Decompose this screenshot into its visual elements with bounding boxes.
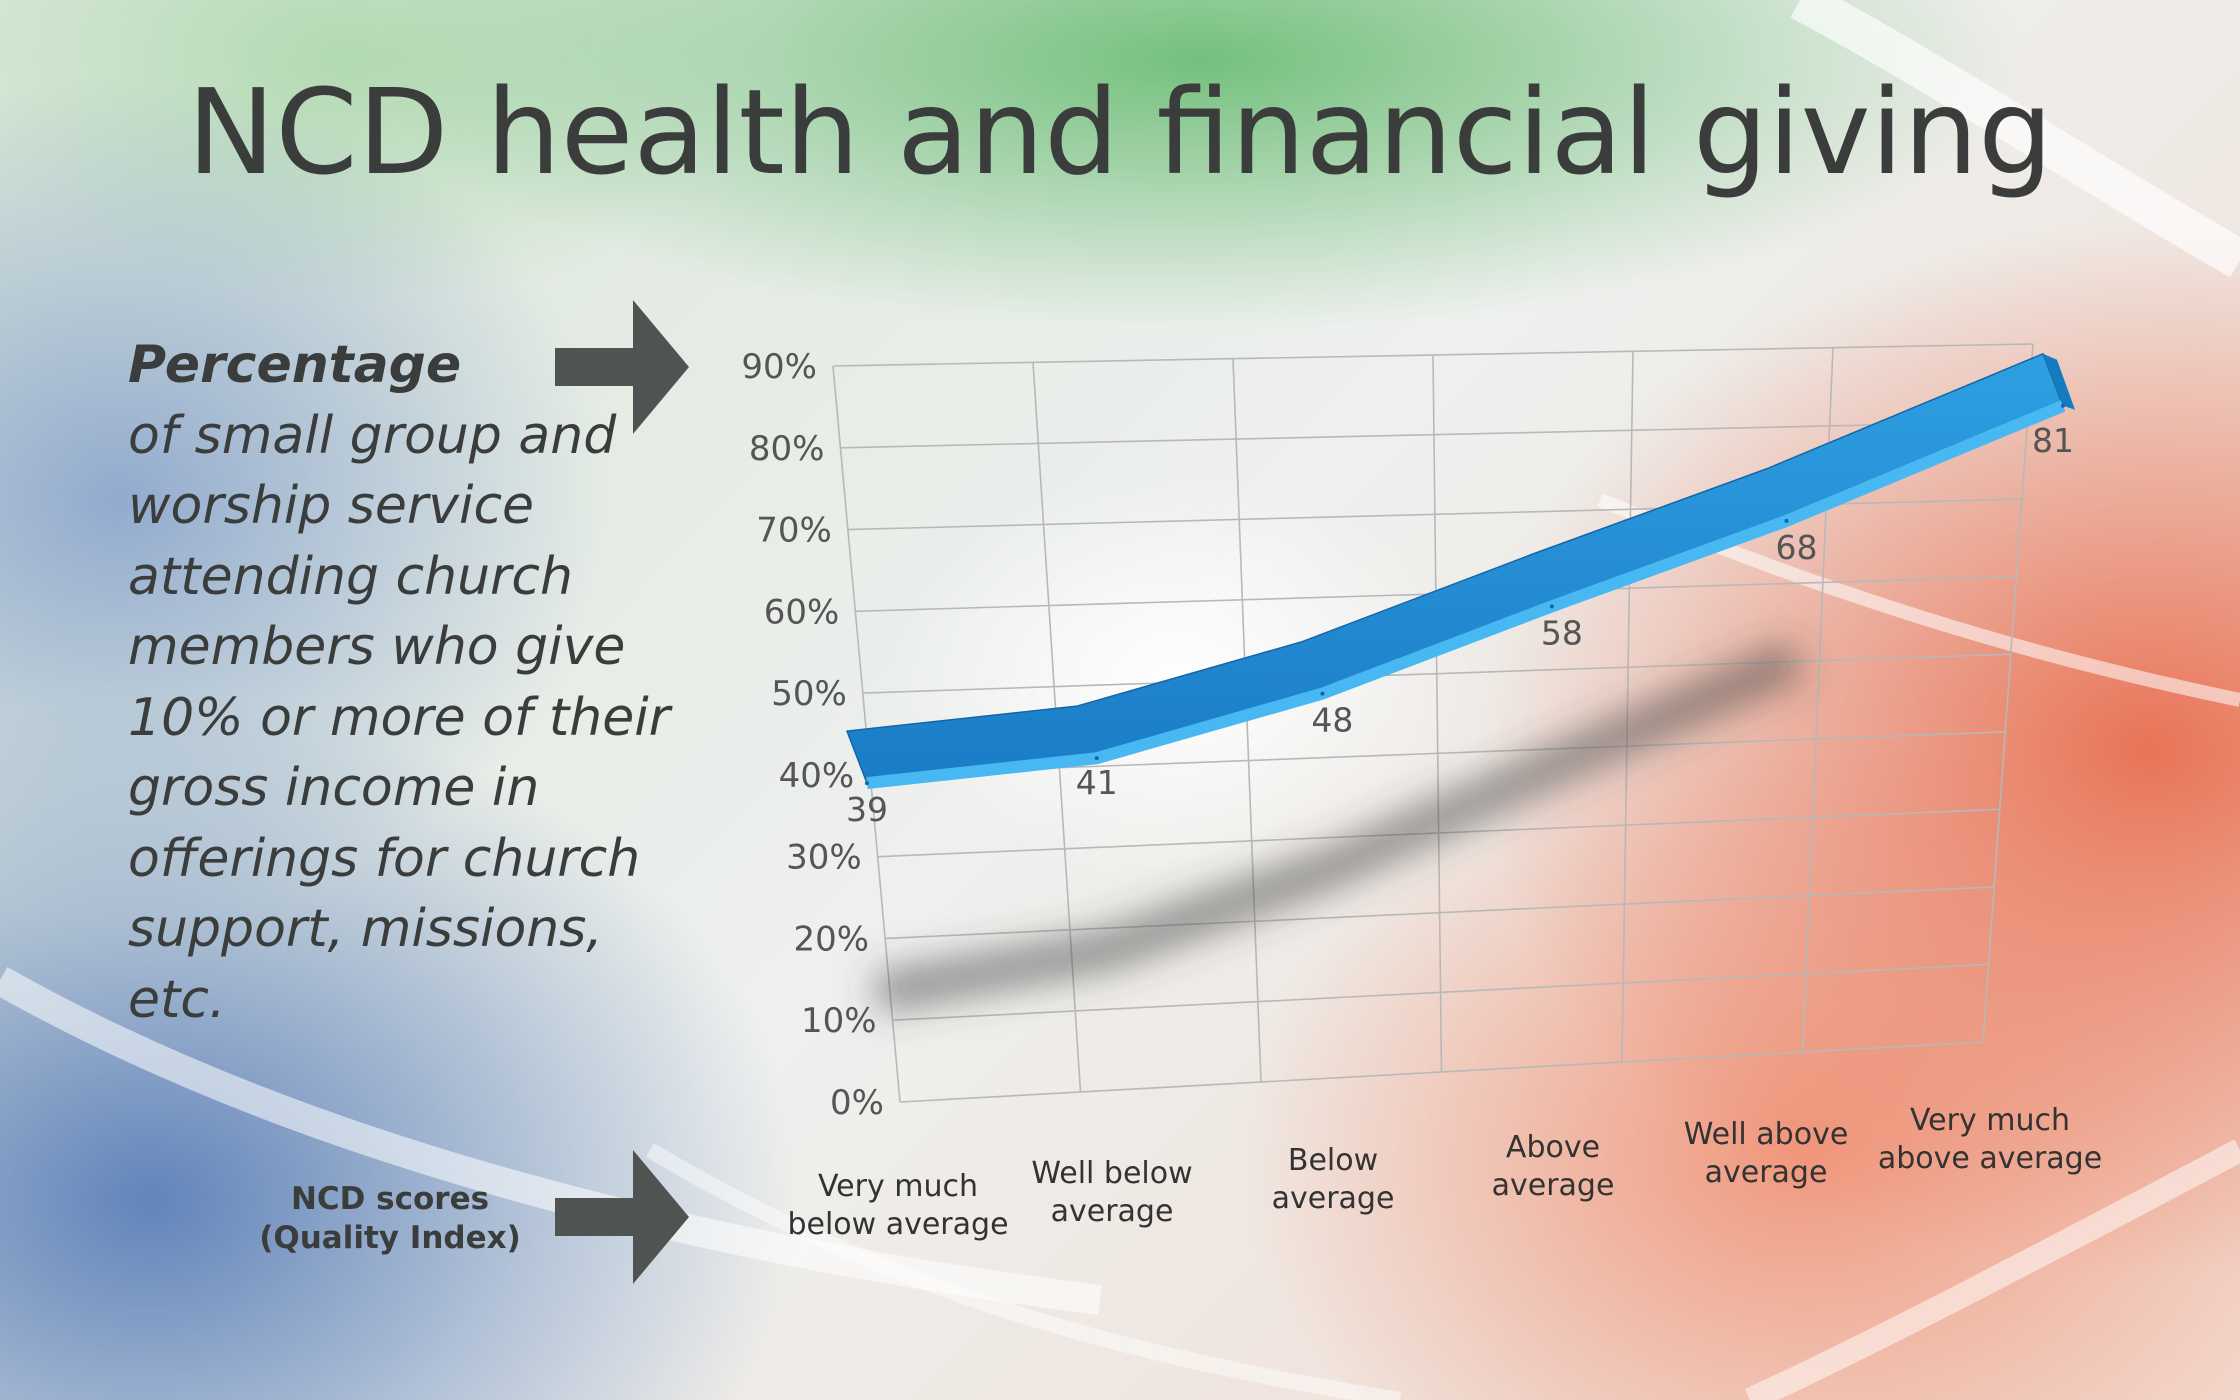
data-label: 81 bbox=[2032, 421, 2074, 460]
ncd-label-line2: (Quality Index) bbox=[259, 1220, 521, 1256]
y-axis-ticks: 0% 10% 20% 30% 40% 50% 60% 70% 80% 90% bbox=[741, 347, 884, 1123]
data-point bbox=[864, 781, 869, 786]
swirl-stroke bbox=[0, 966, 1102, 1315]
swirl-stroke bbox=[645, 1143, 1402, 1400]
swirl-stroke bbox=[1790, 0, 2240, 278]
series-shadow bbox=[873, 640, 1805, 1013]
category-label: Above bbox=[1506, 1130, 1600, 1165]
category-label: below average bbox=[787, 1207, 1008, 1242]
gridline-vertical bbox=[1432, 354, 1443, 1073]
category-label: above average bbox=[1878, 1141, 2102, 1176]
data-point bbox=[1549, 604, 1554, 609]
category-label: Below bbox=[1288, 1143, 1378, 1178]
ncd-label-line1: NCD scores bbox=[290, 1181, 490, 1217]
slide-title: NCD health and financial giving bbox=[186, 63, 2054, 201]
series-ribbon-face bbox=[846, 353, 2064, 784]
category-label: average bbox=[1051, 1194, 1174, 1229]
data-label: 68 bbox=[1775, 528, 1817, 567]
line-series bbox=[846, 353, 2075, 790]
category-label: Well below bbox=[1031, 1156, 1192, 1191]
description-text: of small group and worship service atten… bbox=[128, 405, 671, 1030]
y-tick-label: 60% bbox=[764, 592, 840, 632]
data-point bbox=[1320, 691, 1325, 696]
gridline-vertical bbox=[1621, 351, 1634, 1063]
data-label: 39 bbox=[846, 790, 888, 829]
data-label: 58 bbox=[1541, 613, 1583, 652]
y-tick-label: 0% bbox=[830, 1083, 884, 1123]
ribbon-shadow bbox=[873, 640, 1805, 1013]
data-point bbox=[2061, 403, 2065, 408]
chart-description: Percentage of small group and worship se… bbox=[128, 330, 708, 1035]
series-line bbox=[866, 400, 2066, 790]
arrow-right-icon bbox=[555, 300, 689, 434]
data-point bbox=[1784, 518, 1789, 523]
category-label: average bbox=[1492, 1168, 1615, 1203]
gridline-vertical bbox=[1982, 343, 2034, 1043]
y-tick-label: 70% bbox=[756, 511, 832, 551]
y-tick-label: 20% bbox=[794, 919, 870, 959]
data-label: 48 bbox=[1311, 701, 1353, 740]
category-label: Very much bbox=[818, 1169, 978, 1204]
y-tick-label: 80% bbox=[749, 429, 825, 469]
y-tick-label: 10% bbox=[801, 1001, 877, 1041]
category-label: average bbox=[1705, 1155, 1828, 1190]
data-labels: 39 41 48 58 68 81 bbox=[846, 421, 2074, 829]
y-tick-label: 30% bbox=[786, 838, 862, 878]
y-tick-label: 40% bbox=[779, 756, 855, 796]
category-label: average bbox=[1272, 1181, 1395, 1216]
category-label: Very much bbox=[1910, 1103, 2070, 1138]
swirl-stroke bbox=[1744, 1139, 2240, 1400]
y-tick-label: 50% bbox=[771, 674, 847, 714]
y-tick-label: 90% bbox=[741, 347, 817, 387]
series-end-cap bbox=[2043, 353, 2075, 410]
description-strong: Percentage bbox=[128, 335, 462, 395]
arrow-right-icon bbox=[555, 1150, 689, 1284]
ncd-scores-label: NCD scores (Quality Index) bbox=[230, 1180, 550, 1258]
data-label: 41 bbox=[1076, 763, 1118, 802]
category-label: Well above bbox=[1684, 1117, 1849, 1152]
data-point bbox=[1094, 756, 1099, 761]
